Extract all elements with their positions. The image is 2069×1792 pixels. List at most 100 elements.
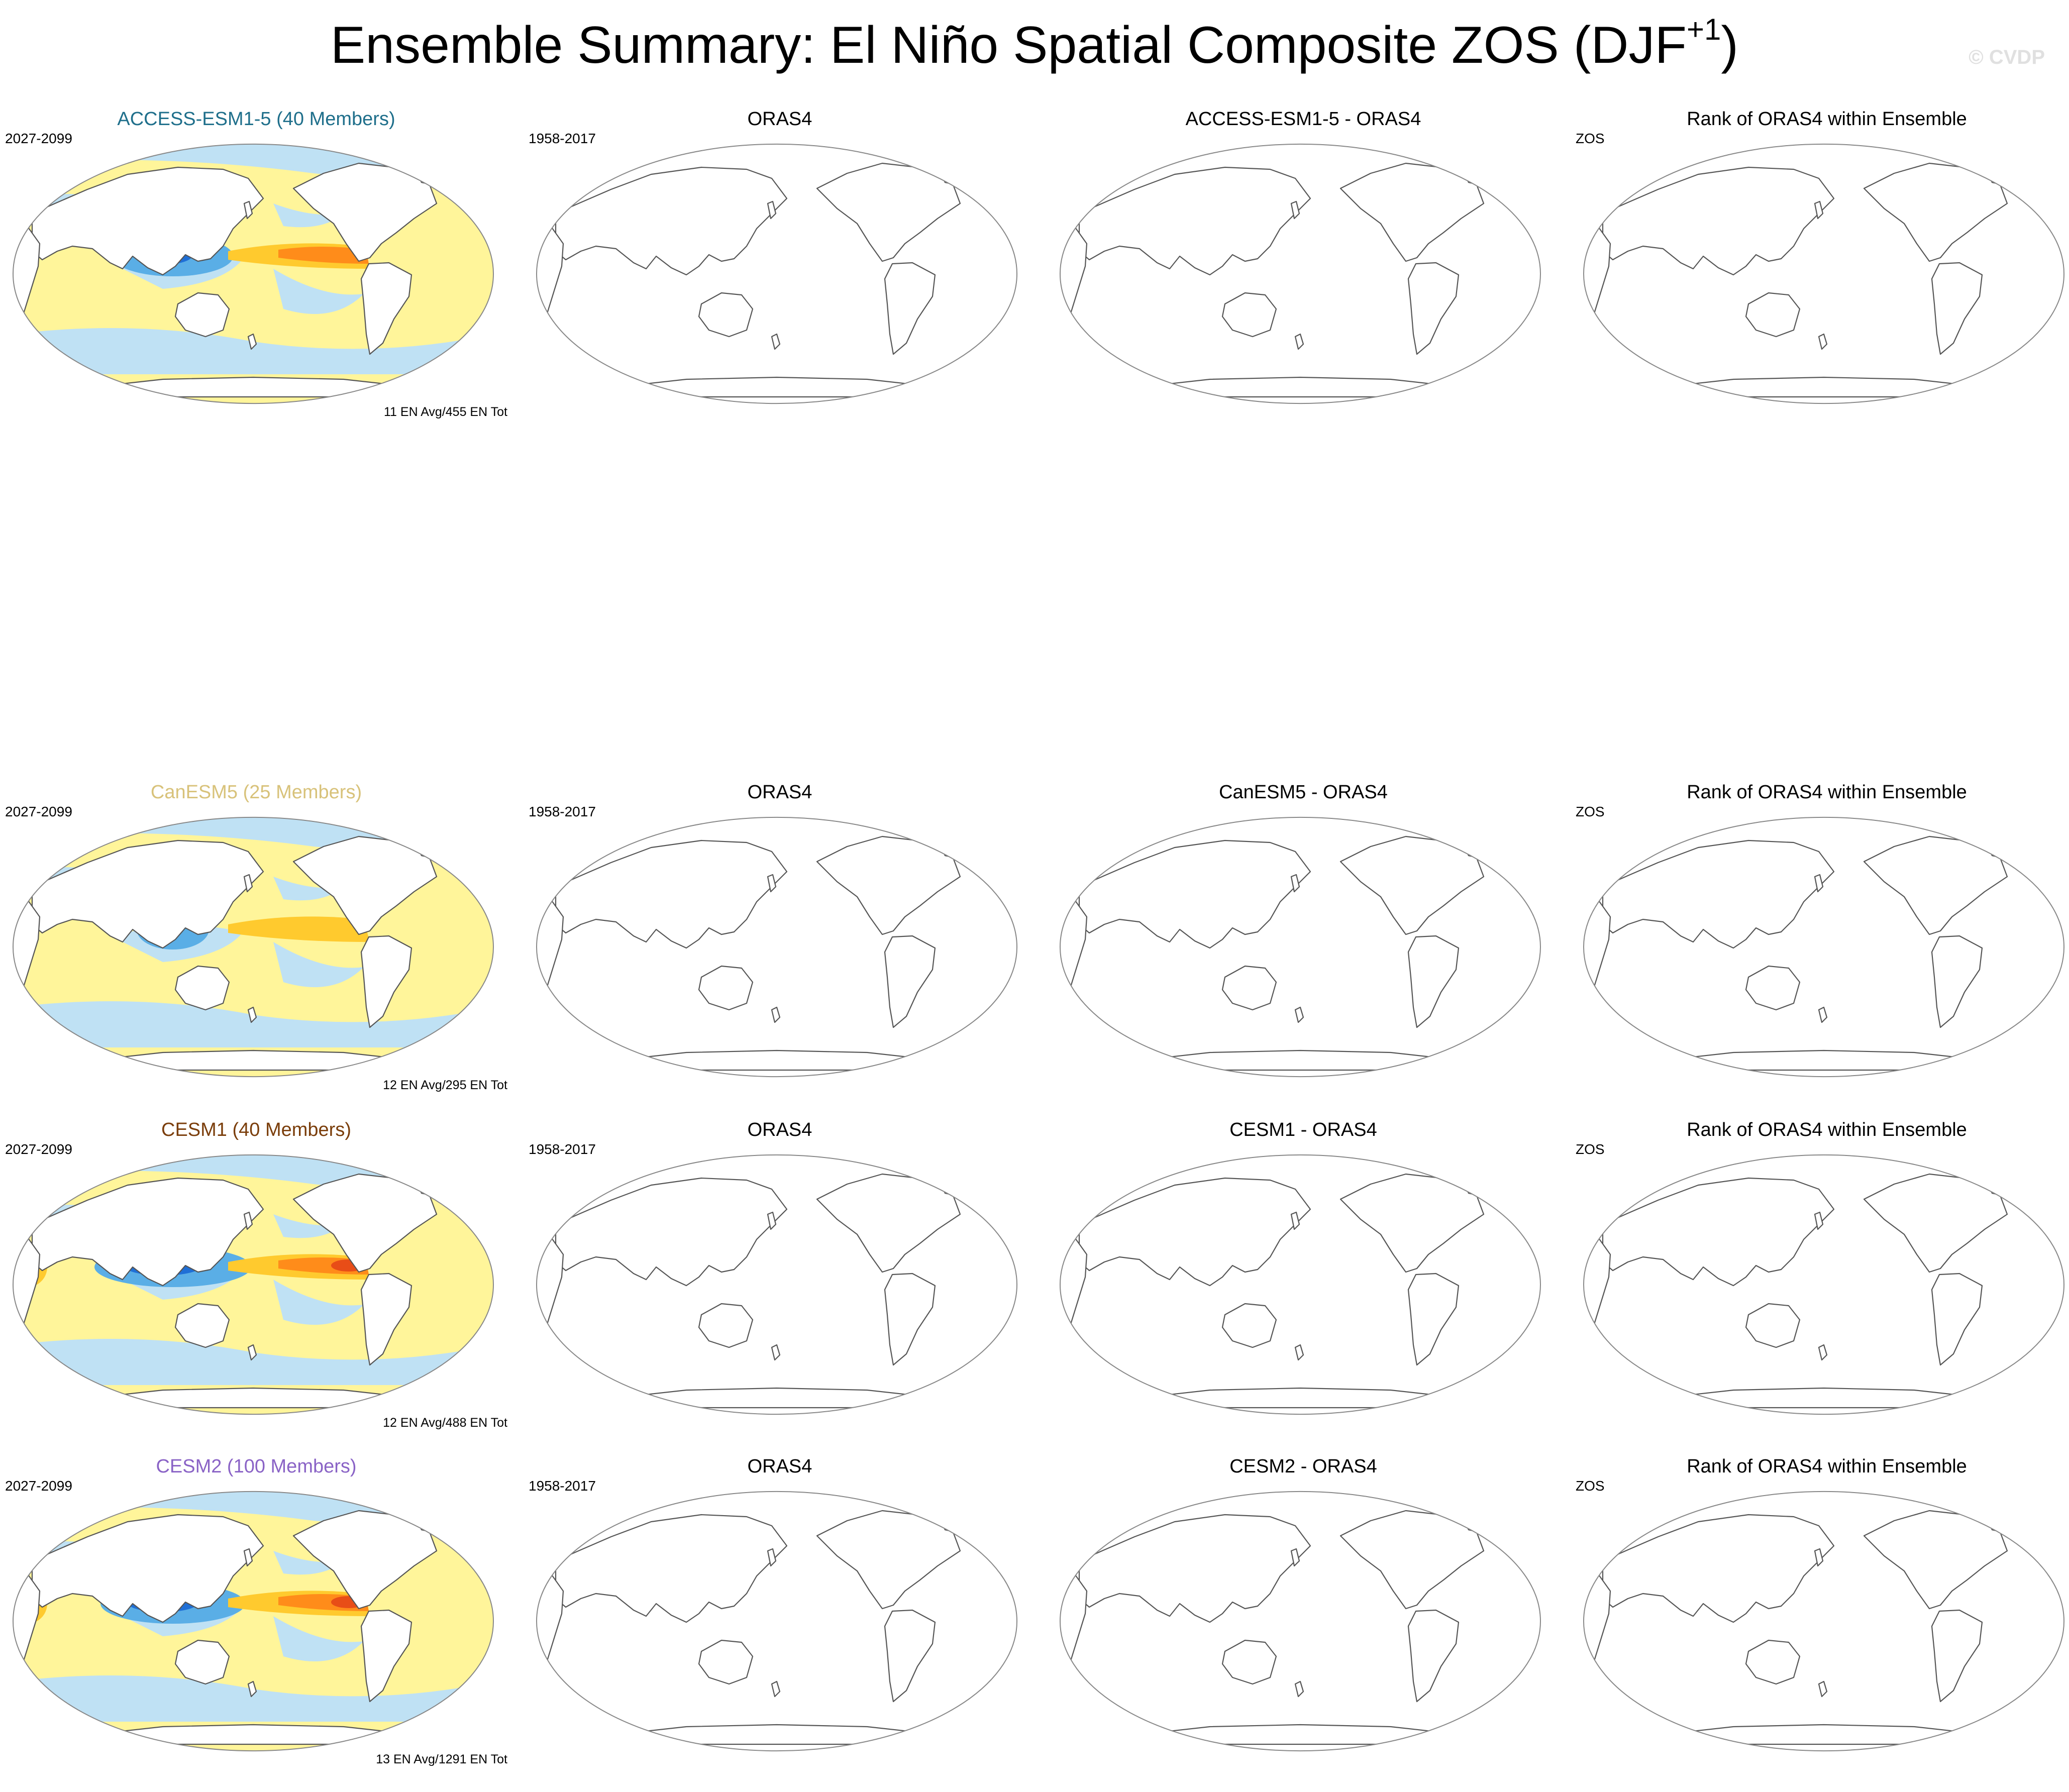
panel-period: 2027-2099 — [5, 1478, 72, 1494]
map — [536, 1491, 1018, 1751]
map — [1059, 1491, 1541, 1751]
map-border — [1059, 1154, 1541, 1415]
land-europe — [2034, 1188, 2064, 1230]
land-japan — [243, 1211, 253, 1230]
land-australia — [698, 1639, 754, 1685]
panel-title: ACCESS-ESM1-5 - ORAS4 — [1185, 109, 1421, 130]
land-nz — [1294, 1680, 1304, 1698]
panel-r3-c1: ORAS4 1958-2017 — [529, 1455, 1021, 1777]
land-japan — [767, 200, 777, 220]
land-southAmerica — [1407, 1609, 1460, 1703]
land-nz — [1818, 333, 1828, 350]
land-nz — [771, 1344, 781, 1361]
panel-r0-c1: ORAS4 1958-2017 — [529, 108, 1021, 430]
land-europe — [1510, 1525, 1541, 1567]
panel-period: 1958-2017 — [529, 1478, 596, 1494]
land-japan — [243, 1548, 253, 1567]
negative-anomaly-region — [13, 328, 494, 374]
land-australia — [1745, 1303, 1801, 1348]
land-japan — [1290, 874, 1300, 893]
panel-event-count: 12 EN Avg/488 EN Tot — [383, 1416, 507, 1430]
panel-r1-c2: CanESM5 - ORAS4 — [1052, 781, 1544, 1103]
negative-anomaly-region — [273, 269, 364, 314]
land-africa — [1060, 1570, 1088, 1677]
land-australia — [1745, 1639, 1801, 1685]
title-close: ) — [1721, 16, 1739, 74]
land-southAmerica — [1407, 935, 1460, 1028]
map — [1059, 144, 1541, 404]
land-nz — [247, 1006, 257, 1023]
panel-r0-c0: ACCESS-ESM1-5 (40 Members) 2027-2099 11 … — [5, 108, 507, 430]
panel-period: 1958-2017 — [529, 131, 596, 146]
land-australia — [1745, 965, 1801, 1011]
land-europe — [2034, 1525, 2064, 1567]
map-border — [1059, 144, 1541, 404]
land-southAmerica — [360, 1273, 412, 1366]
land-africa — [1060, 223, 1088, 330]
negative-anomaly-region — [273, 1616, 364, 1661]
panel-event-count: 13 EN Avg/1291 EN Tot — [376, 1752, 507, 1766]
negative-anomaly-region — [273, 203, 344, 228]
land-africa — [1060, 896, 1088, 1003]
panel-r2-c3: Rank of ORAS4 within Ensemble ZOS — [1576, 1119, 2068, 1440]
land-europe — [463, 1188, 494, 1230]
panel-title: Rank of ORAS4 within Ensemble — [1687, 1119, 1967, 1140]
land-europe — [1510, 177, 1541, 220]
land-nz — [1294, 1006, 1304, 1023]
watermark: © CVDP — [1969, 46, 2045, 68]
panel-variable: ZOS — [1576, 131, 1605, 146]
land-africa — [536, 1233, 564, 1341]
land-japan — [767, 1548, 777, 1567]
land-northAmerica — [292, 1510, 438, 1610]
panel-title: Rank of ORAS4 within Ensemble — [1687, 109, 1967, 130]
land-australia — [1221, 1303, 1277, 1348]
map-border — [1583, 144, 2065, 404]
land-japan — [243, 200, 253, 220]
land-japan — [1814, 1211, 1824, 1230]
land-antarctica — [1108, 1387, 1492, 1409]
coastlines — [13, 1165, 494, 1409]
land-northAmerica — [1863, 1510, 2008, 1610]
panel-title: CanESM5 - ORAS4 — [1219, 782, 1388, 803]
negative-anomaly-region — [13, 1675, 494, 1722]
land-australia — [174, 965, 230, 1011]
coastlines — [1060, 1502, 1541, 1745]
land-southAmerica — [1407, 1273, 1460, 1366]
negative-anomaly-region — [273, 1280, 364, 1325]
land-eurasia — [1078, 1177, 1311, 1287]
land-nz — [1294, 333, 1304, 350]
land-eurasia — [1602, 1514, 1835, 1623]
land-eurasia — [31, 1514, 264, 1623]
land-africa — [1583, 1233, 1611, 1341]
land-europe — [463, 1525, 494, 1567]
panel-r3-c2: CESM2 - ORAS4 — [1052, 1455, 1544, 1777]
land-europe — [987, 1188, 1017, 1230]
land-northAmerica — [1863, 835, 2008, 935]
map — [12, 1154, 494, 1415]
land-australia — [174, 1303, 230, 1348]
land-antarctica — [1108, 1049, 1492, 1071]
coastlines — [1583, 154, 2064, 398]
land-southAmerica — [360, 1609, 412, 1703]
land-eurasia — [555, 1514, 788, 1623]
land-japan — [1814, 874, 1824, 893]
land-nz — [247, 1344, 257, 1361]
map-border — [1583, 1491, 2065, 1751]
eastern-pacific-core — [278, 247, 369, 264]
land-antarctica — [1108, 376, 1492, 398]
panel-event-count: 12 EN Avg/295 EN Tot — [383, 1078, 507, 1092]
panel-title: Rank of ORAS4 within Ensemble — [1687, 1456, 1967, 1477]
negative-anomaly-region — [273, 877, 344, 901]
land-southAmerica — [884, 1609, 936, 1703]
land-australia — [174, 292, 230, 338]
land-eurasia — [555, 1177, 788, 1287]
land-eurasia — [31, 839, 264, 949]
land-nz — [247, 333, 257, 350]
land-japan — [1290, 1211, 1300, 1230]
land-southAmerica — [1931, 1609, 1983, 1703]
land-nz — [1818, 1680, 1828, 1698]
panel-r3-c3: Rank of ORAS4 within Ensemble ZOS — [1576, 1455, 2068, 1777]
land-australia — [698, 1303, 754, 1348]
land-nz — [1818, 1006, 1828, 1023]
panel-title: CanESM5 (25 Members) — [150, 782, 362, 803]
